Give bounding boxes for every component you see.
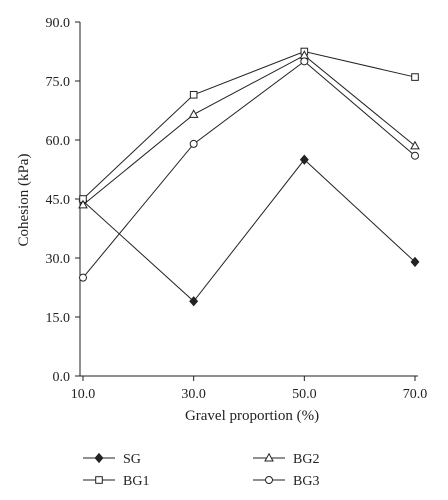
y-tick-label: 75.0	[46, 75, 71, 90]
x-axis-ticks: 10.0 30.0 50.0 70.0	[71, 376, 428, 402]
data-point-sg	[410, 256, 420, 268]
legend-label-bg2: BG2	[293, 452, 319, 467]
x-tick-label: 30.0	[181, 387, 206, 402]
y-tick-label: 30.0	[46, 252, 71, 267]
data-point-bg2	[410, 140, 420, 150]
legend-marker-bg3	[265, 476, 273, 484]
series-line-bg2	[82, 54, 416, 206]
data-point-bg3	[189, 139, 198, 148]
legend: SG BG2 BG1 BG3	[83, 452, 319, 489]
data-point-bg3	[79, 273, 87, 282]
y-tick-label: 60.0	[46, 134, 71, 149]
legend-label-bg3: BG3	[293, 474, 319, 489]
series-lines	[82, 50, 416, 302]
legend-marker-bg2	[264, 452, 274, 462]
y-tick-label: 15.0	[46, 311, 71, 326]
x-axis-label: Gravel proportion (%)	[185, 408, 319, 424]
series-markers	[78, 47, 420, 307]
legend-label-bg1: BG1	[123, 474, 149, 489]
data-point-bg2	[78, 199, 88, 209]
data-point-sg	[299, 154, 309, 165]
y-tick-label: 0.0	[53, 370, 71, 385]
x-tick-label: 70.0	[403, 387, 428, 402]
series-line-sg	[82, 158, 416, 302]
y-tick-label: 45.0	[46, 193, 71, 208]
legend-label-sg: SG	[123, 452, 141, 467]
axes	[79, 22, 418, 377]
legend-marker-bg1	[95, 476, 103, 484]
legend-marker-sg	[94, 452, 104, 464]
x-tick-label: 10.0	[71, 387, 96, 402]
series-line-bg3	[82, 60, 416, 278]
data-point-bg1	[189, 90, 198, 99]
data-point-bg2	[188, 109, 199, 118]
data-point-bg3	[411, 151, 419, 160]
y-tick-label: 90.0	[46, 16, 71, 31]
y-axis-label: Cohesion (kPa)	[16, 154, 32, 247]
x-tick-label: 50.0	[292, 387, 317, 402]
data-point-bg1	[411, 73, 419, 81]
y-axis-ticks: 0.0 15.0 30.0 45.0 60.0 75.0 90.0	[46, 16, 80, 385]
data-point-sg	[189, 296, 199, 307]
data-point-bg3	[300, 57, 309, 66]
series-line-bg1	[82, 50, 416, 200]
